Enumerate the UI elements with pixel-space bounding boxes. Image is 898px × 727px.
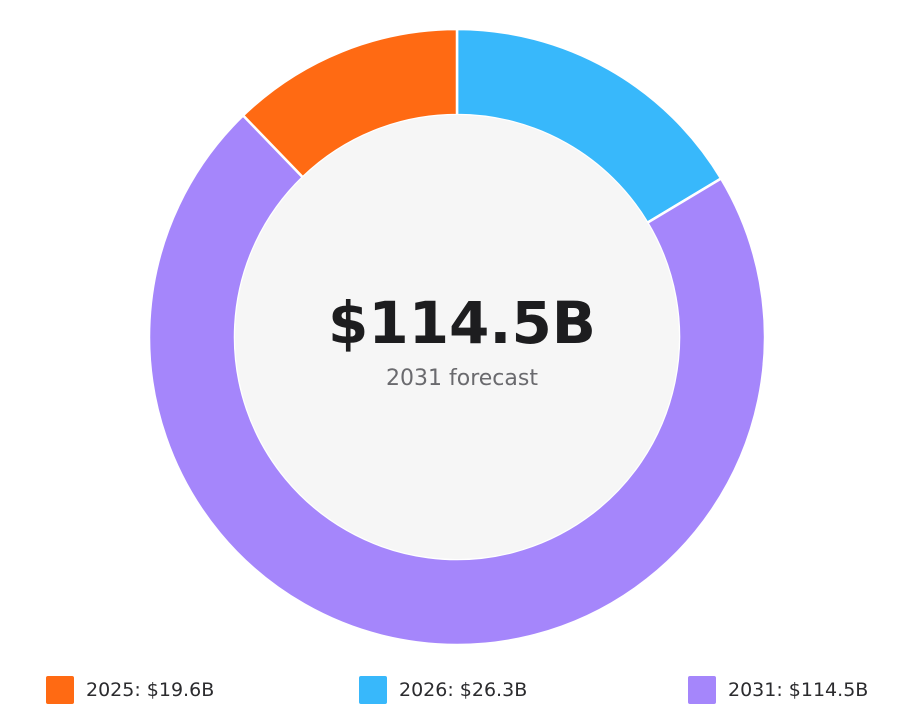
legend-label: 2025: $19.6B	[86, 679, 215, 701]
legend-item-2026[interactable]: 2026: $26.3B	[359, 672, 527, 708]
donut-center-disc	[235, 115, 679, 559]
legend-label: 2026: $26.3B	[399, 679, 528, 701]
legend-swatch	[46, 676, 74, 704]
donut-chart-canvas: $114.5B 2031 forecast	[147, 27, 767, 647]
donut-slices	[147, 27, 767, 647]
center-label: 2031 forecast	[386, 366, 538, 391]
legend-label: 2031: $114.5B	[728, 679, 869, 701]
center-value: $114.5B	[328, 289, 596, 357]
chart-legend: 2025: $19.6B 2026: $26.3B 2031: $114.5B	[0, 672, 898, 708]
legend-swatch	[688, 676, 716, 704]
legend-item-2031[interactable]: 2031: $114.5B	[688, 672, 868, 708]
legend-item-2025[interactable]: 2025: $19.6B	[46, 672, 214, 708]
legend-swatch	[359, 676, 387, 704]
